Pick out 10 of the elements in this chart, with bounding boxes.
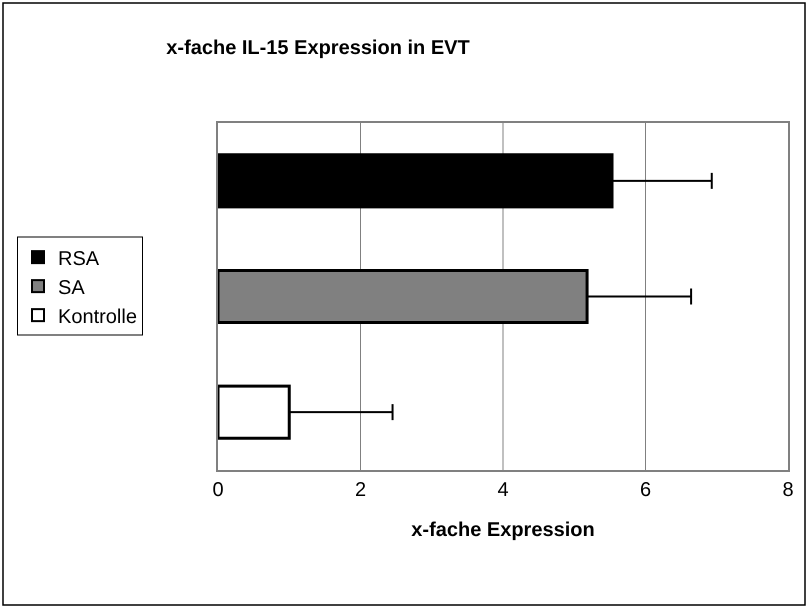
chart-title: x-fache IL-15 Expression in EVT xyxy=(166,37,470,59)
legend-label: Kontrolle xyxy=(58,306,137,328)
x-axis-title: x-fache Expression xyxy=(411,519,595,541)
legend-label: SA xyxy=(58,276,86,299)
x-tick-label: 4 xyxy=(497,479,509,501)
legend-label: RSA xyxy=(58,248,100,270)
x-tick-label: 0 xyxy=(212,479,224,501)
x-tick-label: 6 xyxy=(640,479,652,501)
x-tick-label: 8 xyxy=(782,479,794,501)
x-tick-label: 2 xyxy=(354,479,366,501)
